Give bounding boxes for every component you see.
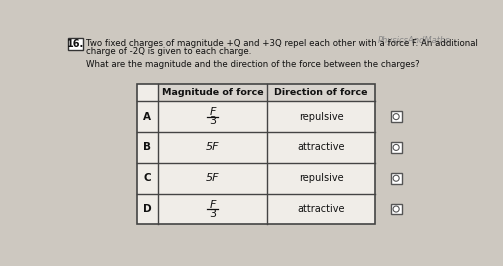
Text: 3: 3: [209, 116, 216, 126]
Text: 3: 3: [209, 209, 216, 219]
Text: C: C: [143, 173, 151, 183]
FancyBboxPatch shape: [391, 111, 401, 122]
Text: repulsive: repulsive: [299, 173, 343, 183]
Bar: [136, 84, 375, 225]
Text: F: F: [209, 200, 216, 210]
Circle shape: [393, 175, 399, 181]
Circle shape: [393, 114, 399, 120]
Text: What are the magnitude and the direction of the force between the charges?: What are the magnitude and the direction…: [86, 60, 420, 69]
Bar: [158, 84, 375, 101]
Text: D: D: [143, 204, 152, 214]
Text: attractive: attractive: [297, 142, 345, 152]
Circle shape: [393, 206, 399, 212]
Text: Magnitude of force: Magnitude of force: [161, 88, 263, 97]
FancyBboxPatch shape: [67, 38, 83, 50]
Text: A: A: [143, 112, 151, 122]
Text: 5F: 5F: [206, 173, 219, 183]
Text: F: F: [209, 107, 216, 117]
Text: B: B: [143, 142, 151, 152]
Text: repulsive: repulsive: [299, 112, 343, 122]
Bar: [136, 84, 375, 225]
Text: 16.: 16.: [67, 39, 84, 49]
FancyBboxPatch shape: [391, 173, 401, 184]
Text: attractive: attractive: [297, 204, 345, 214]
Circle shape: [393, 144, 399, 151]
Text: charge of -2Q is given to each charge.: charge of -2Q is given to each charge.: [86, 47, 251, 56]
FancyBboxPatch shape: [391, 142, 401, 153]
Text: 5F: 5F: [206, 142, 219, 152]
Text: Two fixed charges of magnitude +Q and +3Q repel each other with a force F. An ad: Two fixed charges of magnitude +Q and +3…: [86, 39, 478, 48]
Text: Direction of force: Direction of force: [274, 88, 368, 97]
FancyBboxPatch shape: [391, 204, 401, 214]
Text: PhysicsAndMaths: PhysicsAndMaths: [378, 36, 450, 45]
